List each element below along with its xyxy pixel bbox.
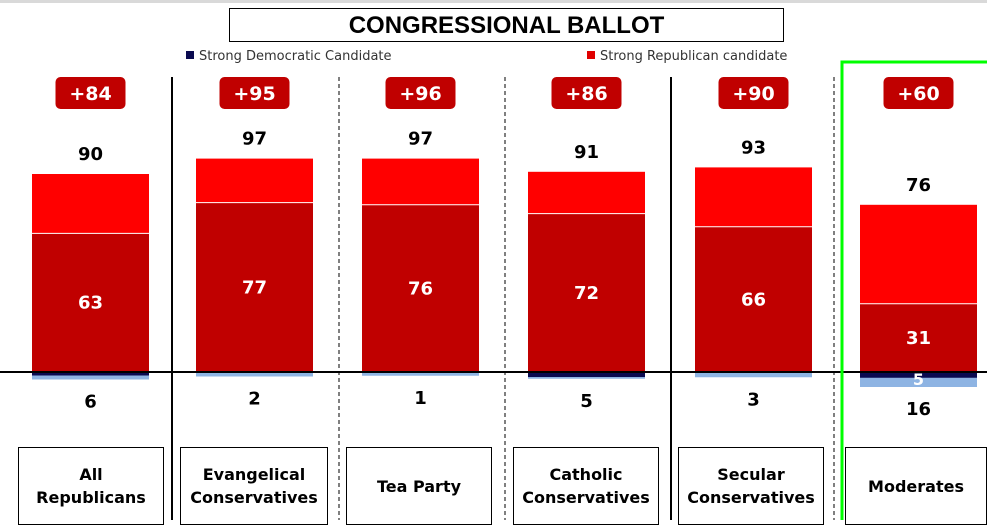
margin-badge-label: +60 bbox=[897, 83, 939, 105]
highlight-border bbox=[840, 60, 987, 520]
category-label: Tea Party bbox=[346, 447, 492, 525]
category-label-text: Catholic Conservatives bbox=[522, 463, 650, 509]
legend-item-strong-democratic: Strong Democratic Candidate bbox=[186, 50, 392, 64]
category-label-line: Tea Party bbox=[376, 476, 462, 496]
label-strong-republican: 31 bbox=[906, 328, 931, 349]
margin-badge-label: +95 bbox=[233, 83, 275, 105]
bar-total-republican bbox=[528, 171, 645, 214]
top-rule bbox=[0, 0, 987, 3]
label-strong-republican: 77 bbox=[242, 277, 267, 298]
category-label-text: Secular Conservatives bbox=[687, 463, 815, 509]
category-label: Catholic Conservatives bbox=[513, 447, 659, 525]
category-label-line: Evangelical bbox=[202, 465, 306, 484]
legend-swatch-icon bbox=[587, 51, 595, 59]
label-total-democratic: 5 bbox=[580, 391, 593, 412]
category-label-text: Moderates bbox=[868, 475, 964, 498]
category-label: All Republicans bbox=[18, 447, 164, 525]
legend-swatch-icon bbox=[186, 51, 194, 59]
label-total-democratic: 1 bbox=[414, 388, 427, 409]
category-label-line: Conservatives bbox=[522, 488, 650, 507]
bar-strong-republican bbox=[362, 204, 479, 372]
category-label: Moderates bbox=[845, 447, 987, 525]
label-total-democratic: 3 bbox=[747, 389, 760, 410]
label-total-republican: 90 bbox=[78, 144, 103, 165]
label-total-democratic: 6 bbox=[84, 392, 97, 413]
margin-badge-label: +90 bbox=[732, 83, 774, 105]
bar-total-republican bbox=[32, 174, 149, 234]
bar-total-republican bbox=[362, 158, 479, 205]
category-label-line: Conservatives bbox=[190, 488, 318, 507]
category-label-line: Republicans bbox=[36, 488, 146, 507]
category-label: Secular Conservatives bbox=[678, 447, 824, 525]
bar-total-republican bbox=[695, 167, 812, 227]
label-strong-republican: 66 bbox=[741, 289, 766, 310]
category-label-line: All bbox=[79, 465, 103, 484]
margin-badge bbox=[883, 77, 954, 109]
margin-badge-label: +86 bbox=[565, 83, 607, 105]
chart-title: CONGRESSIONAL BALLOT bbox=[229, 8, 784, 42]
bar-total-republican bbox=[860, 204, 977, 304]
label-total-republican: 76 bbox=[906, 175, 931, 196]
legend-item-strong-republican: Strong Republican candidate bbox=[587, 50, 787, 64]
bar-total-democratic bbox=[32, 372, 149, 380]
bar-strong-democratic bbox=[32, 372, 149, 376]
label-strong-democratic: 5 bbox=[913, 370, 924, 389]
margin-badge bbox=[385, 77, 456, 109]
legend-label: Strong Republican candidate bbox=[600, 49, 788, 64]
margin-badge-label: +84 bbox=[69, 83, 111, 105]
label-strong-republican: 72 bbox=[574, 283, 599, 304]
margin-badge bbox=[551, 77, 622, 109]
label-total-republican: 97 bbox=[408, 129, 433, 150]
label-total-republican: 91 bbox=[574, 142, 599, 163]
legend-label: Strong Democratic Candidate bbox=[199, 49, 392, 64]
category-label-line: Conservatives bbox=[687, 488, 815, 507]
bar-strong-republican bbox=[695, 226, 812, 372]
bar-total-democratic bbox=[362, 372, 479, 376]
bar-total-democratic bbox=[196, 372, 313, 377]
bar-strong-republican bbox=[860, 303, 977, 372]
category-label: Evangelical Conservatives bbox=[180, 447, 328, 525]
category-label-line: Secular bbox=[717, 465, 785, 484]
bar-strong-republican bbox=[196, 202, 313, 372]
category-label-line: Moderates bbox=[868, 476, 964, 496]
margin-badge bbox=[219, 77, 290, 109]
label-total-republican: 97 bbox=[242, 129, 267, 150]
bar-strong-republican bbox=[528, 213, 645, 372]
category-label-text: Evangelical Conservatives bbox=[190, 463, 318, 509]
bar-total-republican bbox=[196, 158, 313, 203]
category-label-line: Catholic bbox=[549, 465, 623, 484]
category-label-text: All Republicans bbox=[36, 463, 146, 509]
label-strong-republican: 63 bbox=[78, 293, 103, 314]
bar-total-democratic bbox=[695, 372, 812, 378]
margin-badge bbox=[718, 77, 789, 109]
bar-strong-democratic bbox=[860, 372, 977, 378]
label-strong-republican: 76 bbox=[408, 278, 433, 299]
margin-badge-label: +96 bbox=[399, 83, 441, 105]
label-total-democratic: 2 bbox=[248, 389, 261, 410]
margin-badge bbox=[55, 77, 126, 109]
label-total-republican: 93 bbox=[741, 137, 766, 158]
bar-strong-democratic bbox=[528, 372, 645, 377]
label-total-democratic: 16 bbox=[906, 399, 931, 420]
bar-strong-republican bbox=[32, 233, 149, 372]
category-label-text: Tea Party bbox=[377, 475, 461, 498]
